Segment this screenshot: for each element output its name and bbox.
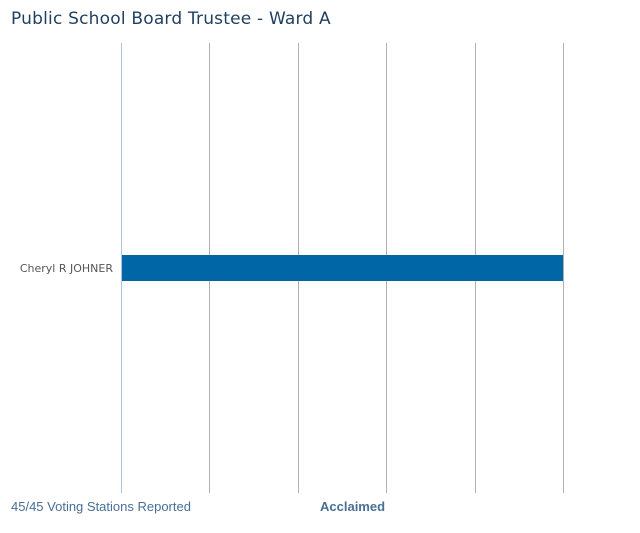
- stations-reported-status: 45/45 Voting Stations Reported: [11, 499, 191, 514]
- page-title: Public School Board Trustee - Ward A: [11, 9, 331, 29]
- category-label: Cheryl R JOHNER: [20, 262, 113, 275]
- result-status: Acclaimed: [320, 499, 386, 514]
- category-labels: Cheryl R JOHNER: [20, 262, 113, 275]
- bar: [121, 255, 563, 281]
- bars: [121, 255, 563, 281]
